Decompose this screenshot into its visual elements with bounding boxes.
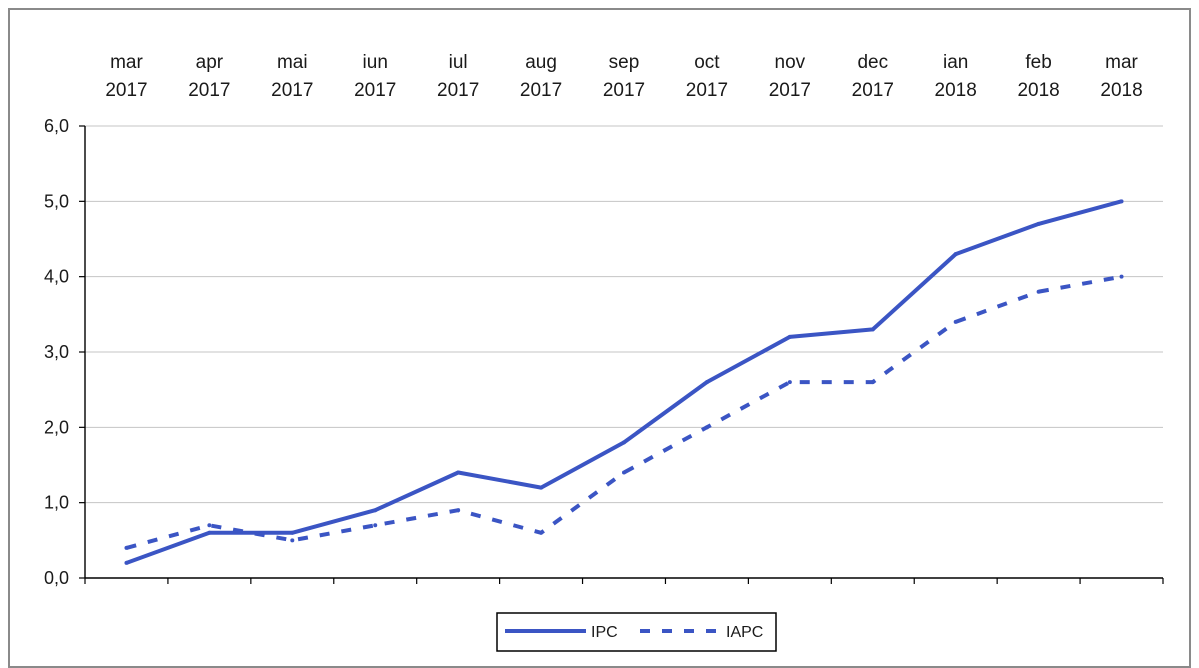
x-tick-labels: mar 2017 apr 2017 mai 2017 iun 2017 iul 2017 aug 20… xyxy=(105,52,1142,101)
chart-frame xyxy=(8,8,1191,668)
data-point-ipc xyxy=(207,530,212,535)
axes xyxy=(79,125,1164,584)
data-point-iapc xyxy=(207,523,212,528)
legend: IPC IAPC xyxy=(496,612,777,652)
x-tick-label-year: 2017 xyxy=(105,80,147,101)
y-tick-label: 5,0 xyxy=(44,191,69,211)
x-tick-label-year: 2017 xyxy=(769,80,811,101)
x-tick-label-month: mar xyxy=(110,52,143,73)
y-tick-labels: 0,0 1,0 2,0 3,0 4,0 5,0 6,0 xyxy=(44,116,69,588)
data-point-ipc xyxy=(704,380,709,385)
x-tick-label-month: nov xyxy=(775,52,806,73)
x-tick-label-year: 2018 xyxy=(1017,80,1059,101)
series-line-ipc xyxy=(125,199,1123,565)
data-point-ipc xyxy=(456,470,461,475)
x-tick-label-month: mai xyxy=(277,52,308,73)
x-tick-label-year: 2017 xyxy=(603,80,645,101)
y-tick-label: 3,0 xyxy=(44,342,69,362)
x-tick-label-month: dec xyxy=(857,52,888,73)
data-point-iapc xyxy=(124,545,129,550)
data-point-ipc xyxy=(373,508,378,513)
data-point-ipc xyxy=(787,334,792,339)
y-tick-label: 1,0 xyxy=(44,493,69,513)
series-line-iapc xyxy=(125,274,1122,550)
gridlines xyxy=(85,125,1163,504)
data-point-ipc xyxy=(539,485,544,490)
data-point-iapc xyxy=(953,319,958,324)
x-tick-label-month: mar xyxy=(1105,52,1138,73)
y-tick-label: 0,0 xyxy=(44,568,69,588)
data-point-ipc xyxy=(1119,199,1124,204)
data-point-ipc xyxy=(290,530,295,535)
y-tick-label: 6,0 xyxy=(44,116,69,136)
data-point-iapc xyxy=(290,538,295,543)
data-point-iapc xyxy=(456,508,461,513)
data-point-ipc xyxy=(870,327,875,332)
x-tick-label-year: 2017 xyxy=(437,80,479,101)
legend-label-iapc: IAPC xyxy=(726,624,763,641)
y-tick-label: 2,0 xyxy=(44,417,69,437)
x-tick-label-year: 2017 xyxy=(520,80,562,101)
x-tick-label-year: 2017 xyxy=(271,80,313,101)
data-point-iapc xyxy=(704,425,709,430)
legend-label-ipc: IPC xyxy=(591,624,618,641)
x-tick-label-month: iul xyxy=(449,52,468,73)
data-point-iapc xyxy=(870,380,875,385)
x-tick-label-month: feb xyxy=(1025,52,1051,73)
x-tick-label-month: iun xyxy=(363,52,388,73)
y-tick-label: 4,0 xyxy=(44,267,69,287)
data-point-ipc xyxy=(953,252,958,257)
x-tick-label-year: 2017 xyxy=(686,80,728,101)
data-point-iapc xyxy=(1119,274,1124,279)
data-point-ipc xyxy=(124,560,129,565)
data-point-iapc xyxy=(787,380,792,385)
series-lines xyxy=(124,199,1124,565)
data-point-iapc xyxy=(539,530,544,535)
x-tick-label-month: aug xyxy=(525,52,557,73)
data-point-iapc xyxy=(622,470,626,475)
x-tick-label-year: 2018 xyxy=(1100,80,1142,101)
x-tick-label-year: 2017 xyxy=(354,80,396,101)
x-tick-label-month: apr xyxy=(196,52,224,73)
x-tick-label-month: oct xyxy=(694,52,720,73)
data-point-iapc xyxy=(1036,289,1041,294)
data-point-ipc xyxy=(622,440,626,445)
x-tick-label-year: 2017 xyxy=(852,80,894,101)
x-tick-label-month: sep xyxy=(609,52,640,73)
x-tick-label-year: 2018 xyxy=(935,80,977,101)
data-point-ipc xyxy=(1036,221,1041,226)
x-tick-label-month: ian xyxy=(943,52,968,73)
data-point-iapc xyxy=(373,523,378,528)
x-tick-label-year: 2017 xyxy=(188,80,230,101)
